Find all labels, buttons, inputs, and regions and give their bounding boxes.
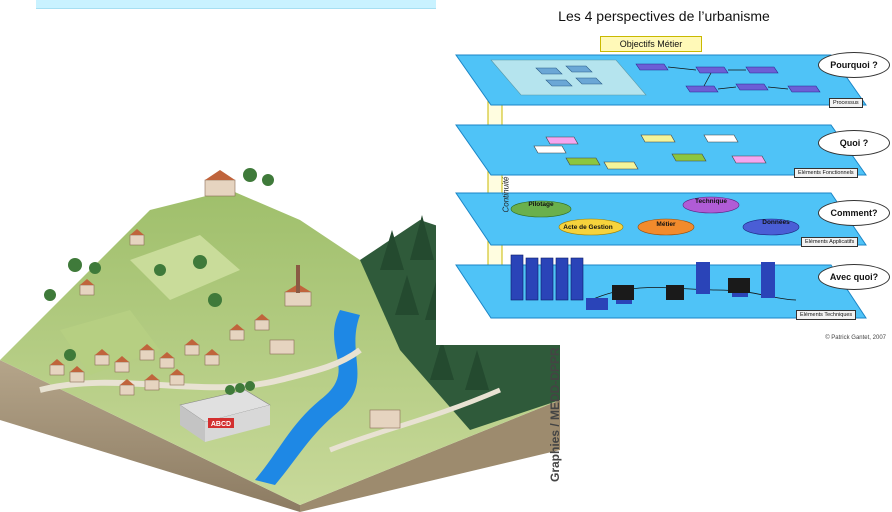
process-shapes	[535, 65, 603, 87]
diagram-title: Les 4 perspectives de l’urbanisme	[558, 8, 770, 24]
process-region	[490, 59, 647, 96]
chimney	[296, 265, 300, 293]
scattered-trees	[44, 168, 274, 395]
callout-quoi: Quoi ?	[818, 130, 890, 156]
image-credit: Graphies / MEDD-DPPR	[548, 347, 562, 482]
app-label-technique: Technique	[695, 198, 727, 205]
layers-graphic: Pilotage Acte de Gestion Métier Techniqu…	[455, 39, 867, 319]
callout-pourquoi: Pourquoi ?	[818, 52, 890, 78]
layer-label-applicatifs: Eléments Applicatifs	[801, 237, 859, 247]
layer-label-techniques: Eléments Techniques	[796, 310, 857, 320]
callout-comment: Comment?	[818, 200, 890, 226]
functional-elements	[533, 134, 767, 170]
layer-label-fonctionnels: Eléments Fonctionnels	[794, 168, 858, 178]
app-label-metier: Métier	[656, 221, 676, 228]
top-banner	[36, 0, 436, 9]
village-roofs	[50, 170, 311, 385]
objectives-label: Objectifs Métier	[600, 36, 702, 52]
industrial-building: ABCD	[179, 389, 271, 442]
building-sign: ABCD	[211, 421, 231, 428]
village-houses	[49, 179, 401, 429]
urbanism-diagram: Les 4 perspectives de l’urbanisme	[436, 0, 892, 345]
river	[255, 310, 360, 485]
computers	[586, 262, 775, 310]
callout-avec-quoi: Avec quoi?	[818, 264, 890, 290]
server-rack	[510, 254, 584, 301]
continuity-label: Continuité	[501, 176, 511, 213]
layer-label-processus: Processus	[829, 98, 863, 108]
application-discs	[510, 196, 800, 236]
process-flow	[635, 63, 821, 93]
copyright: © Patrick Gantet, 2007	[825, 335, 886, 341]
process-arrows	[667, 66, 789, 90]
field	[60, 310, 160, 375]
app-label-pilotage: Pilotage	[528, 201, 554, 208]
road	[329, 387, 501, 453]
soil-right	[300, 400, 560, 512]
field	[130, 235, 240, 300]
soil-front	[0, 360, 300, 512]
app-label-donnees: Données	[762, 219, 790, 226]
app-label-gestion: Acte de Gestion	[563, 224, 613, 231]
